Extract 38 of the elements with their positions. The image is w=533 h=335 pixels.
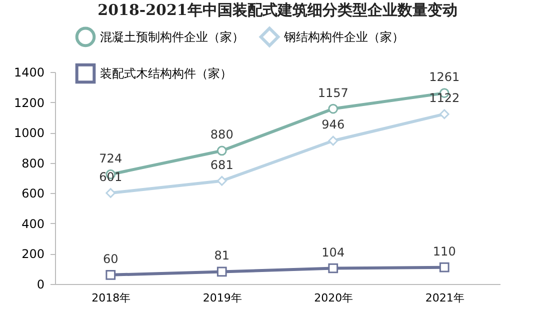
legend-label: 钢结构构件企业（家） (283, 30, 404, 44)
y-tick-label: 1200 (14, 96, 44, 110)
data-label: 601 (99, 170, 122, 184)
data-label: 681 (210, 158, 234, 172)
point (439, 109, 450, 120)
data-label: 81 (214, 248, 230, 263)
point (328, 136, 338, 146)
point (216, 146, 227, 156)
point (216, 266, 227, 277)
point (328, 104, 338, 114)
x-tick-label: 2018年 (92, 292, 131, 304)
data-label: 724 (99, 151, 122, 166)
y-tick-label: 400 (22, 216, 44, 231)
chart-title: 2018-2021年中国装配式建筑细分类型企业数量变动 (98, 1, 458, 19)
point (439, 262, 450, 272)
point (106, 188, 116, 198)
y-tick-label: 600 (22, 186, 44, 201)
y-tick-label: 1000 (14, 126, 44, 140)
data-label: 880 (210, 128, 234, 142)
y-tick-label: 0 (36, 278, 44, 292)
point (328, 263, 338, 274)
x-tick-label: 2019年 (202, 292, 242, 304)
y-tick-label: 200 (22, 247, 44, 262)
data-label: 104 (322, 245, 345, 260)
data-label: 60 (102, 252, 118, 266)
point (106, 270, 116, 280)
data-label: 1122 (429, 91, 460, 106)
data-label: 1157 (318, 86, 348, 100)
data-label: 110 (432, 244, 456, 258)
y-tick-label: 800 (22, 156, 44, 170)
point (216, 176, 227, 186)
x-tick-label: 2020年 (314, 292, 354, 304)
data-label: 946 (322, 118, 345, 132)
data-label: 1261 (429, 70, 460, 84)
legend-label: 混凝土预制构件企业（家） (100, 30, 244, 44)
x-tick-label: 2021年 (425, 292, 464, 304)
y-tick-label: 1400 (14, 66, 44, 80)
legend-label: 装配式木结构构件（家） (100, 66, 232, 80)
